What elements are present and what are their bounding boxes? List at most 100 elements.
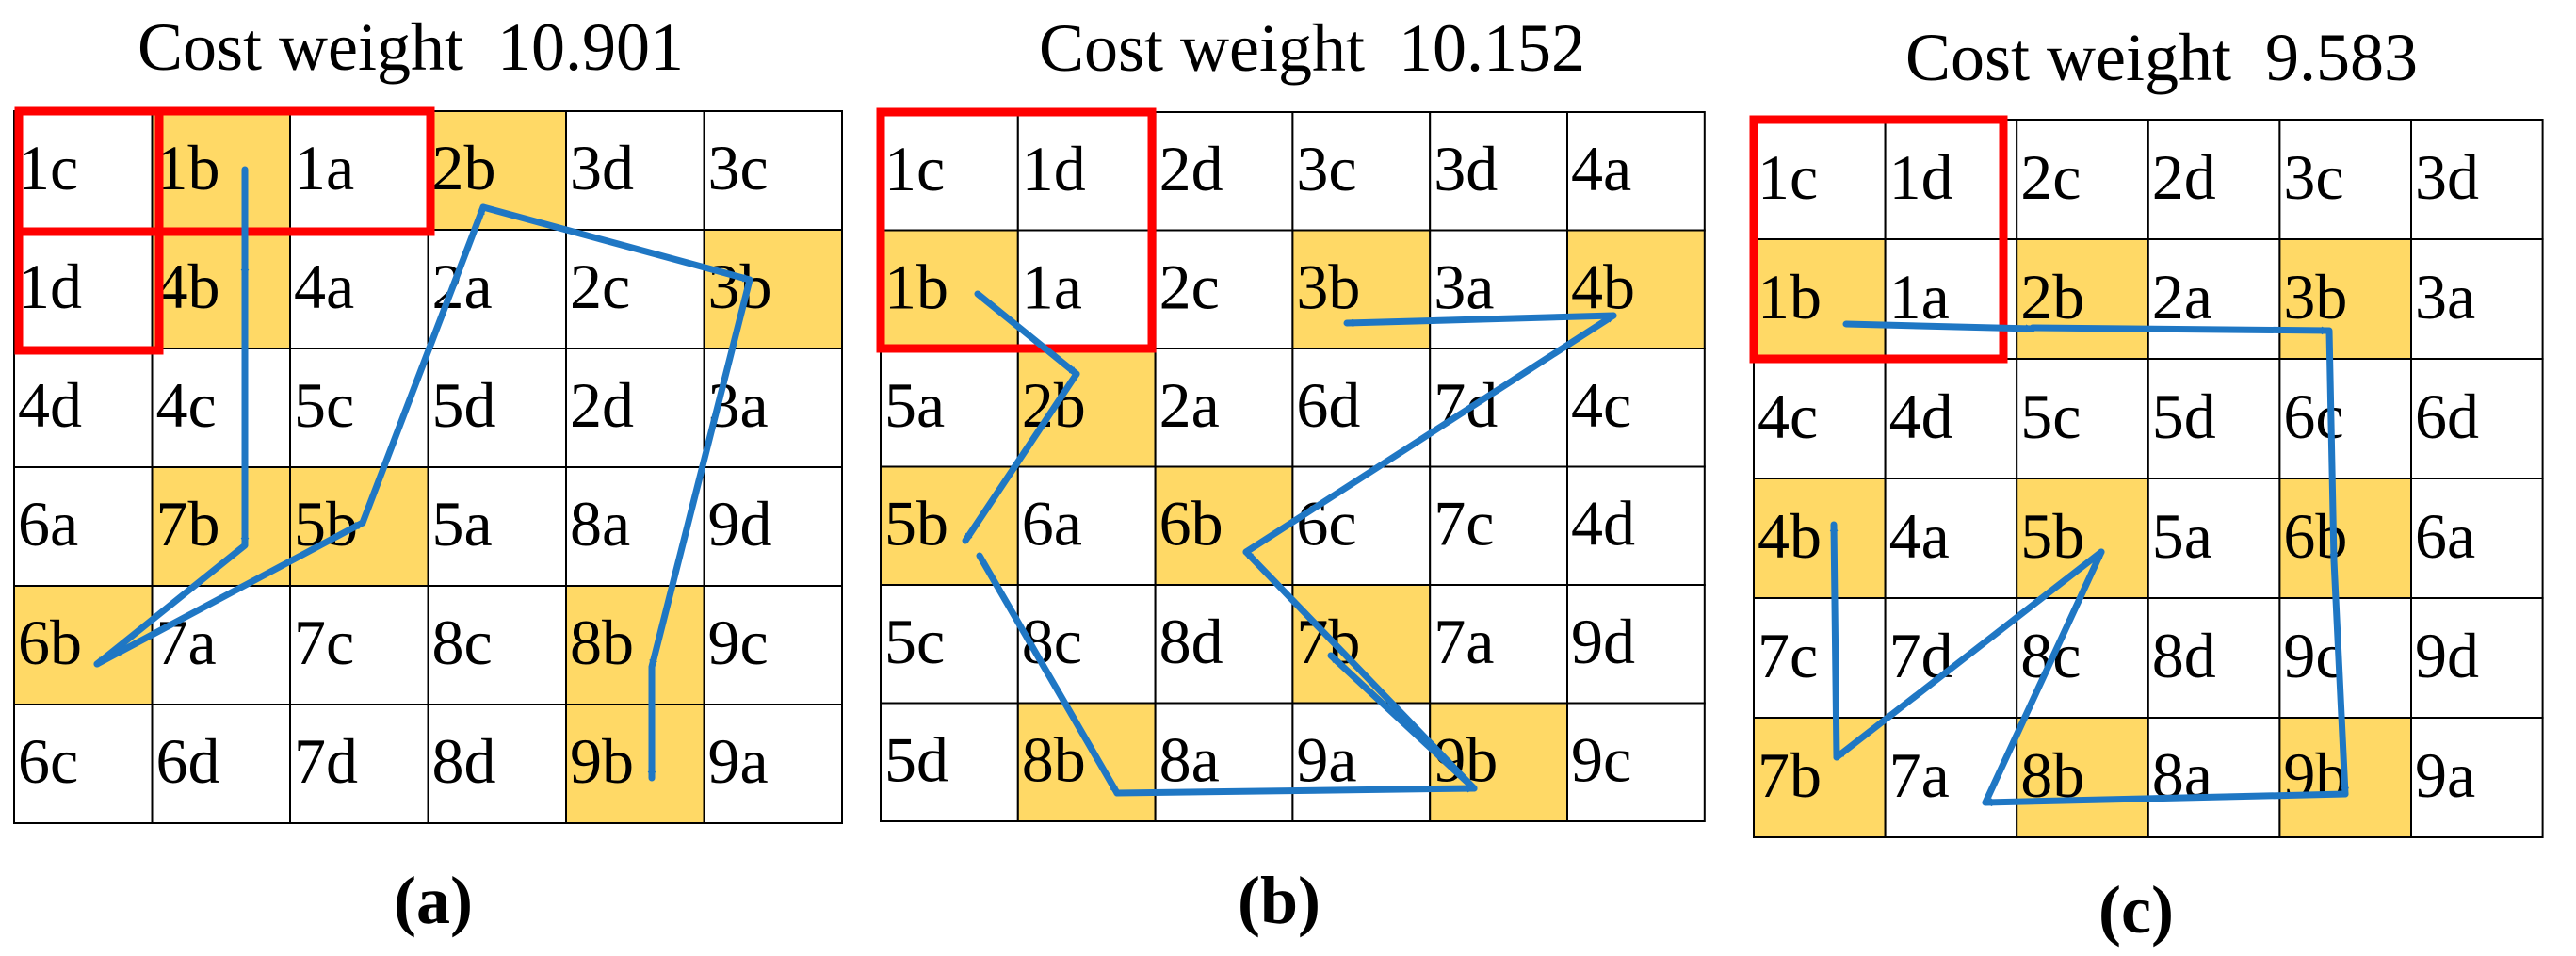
panel-c-cell-label: 5b	[2020, 500, 2084, 572]
panel-c-cell-label: 9c	[2283, 620, 2343, 691]
panel-a-cell-label: 7c	[294, 607, 354, 678]
panel-b-arrow	[1343, 312, 1617, 323]
panel-c-cell-label: 6c	[2283, 381, 2343, 452]
panel-c-cell	[2410, 597, 2544, 719]
panel-b-cell-label: 3b	[1296, 251, 1360, 322]
panel-c-cell-label: 4a	[1889, 500, 1950, 572]
panel-c-cell	[2147, 238, 2281, 360]
panel-a-arrow	[93, 542, 249, 668]
panel-b-cell-label: 6a	[1022, 487, 1082, 559]
panel-b-cell	[1566, 584, 1706, 705]
panel-c-arrow	[1833, 548, 2105, 761]
panel-b-cell	[1566, 348, 1706, 468]
panel-a-cell-label: 1b	[156, 132, 220, 203]
panel-c-arrow	[1842, 320, 2036, 329]
panel-a-cell	[151, 704, 291, 824]
panel-a-cell-label: 1d	[18, 251, 82, 322]
panel-b-cell-label: 5c	[884, 606, 945, 677]
panel-b-cell	[1291, 348, 1432, 468]
panel-b-region	[876, 107, 1157, 353]
panel-b-cell-label: 8d	[1159, 606, 1223, 677]
panel-a-caption: (a)	[394, 863, 473, 938]
panel-c-cell-label: 5a	[2152, 500, 2212, 572]
panel-b-cell-label: 9c	[1571, 723, 1631, 795]
panel-c-cell	[2147, 597, 2281, 719]
panel-c-cell-label: 1a	[1889, 261, 1950, 332]
panel-c-cell-label: 7b	[1758, 739, 1822, 811]
panel-c-cell-label: 2d	[2152, 141, 2216, 213]
panel-c-cell	[2410, 238, 2544, 360]
panel-c-cell	[2016, 597, 2149, 719]
panel-c-arrow	[2330, 557, 2345, 798]
panel-a-cell	[565, 466, 705, 587]
panel-c-cell-label: 1b	[1758, 261, 1822, 332]
panel-b-cell	[1016, 229, 1157, 349]
panel-a-cell-label: 2c	[570, 251, 630, 322]
panel-b-cell	[880, 465, 1019, 586]
panel-c-cell	[2147, 358, 2281, 479]
panel-c-cell	[2278, 119, 2412, 240]
panel-a-cell-label: 4a	[294, 251, 354, 322]
panel-b-cell-label: 4a	[1571, 133, 1631, 204]
panel-a-cell-label: 9a	[708, 725, 769, 797]
panel-b-cell-label: 3d	[1434, 133, 1498, 204]
panel-a-cell-label: 5c	[294, 369, 354, 441]
panel-c-cell-label: 4d	[1889, 381, 1953, 452]
panel-c-cell	[1884, 358, 2018, 479]
panel-c-cell	[2410, 717, 2544, 838]
panel-a-region-left	[14, 106, 164, 355]
panel-b-cell	[1429, 348, 1568, 468]
panel-b-cell-label: 1b	[884, 251, 948, 322]
panel-a-cell	[703, 704, 843, 824]
panel-b-cell-label: 3a	[1434, 251, 1494, 322]
panel-b-cell	[1154, 702, 1294, 822]
panel-c-cell	[1884, 478, 2018, 599]
panel-b-cell-label: 9d	[1571, 606, 1635, 677]
panel-c-cell	[1753, 478, 1887, 599]
panel-a-cell-label: 6b	[18, 607, 82, 678]
panel-c-cell-label: 5c	[2020, 381, 2081, 452]
panel-c-cell	[2147, 717, 2281, 838]
panel-a-arrow	[479, 203, 753, 284]
panel-b-cell-label: 7a	[1434, 606, 1494, 677]
panel-b: Cost weight 10.152 1c 1d 2d 3c 3d 4a 1b 1a 2c 3b 3…	[876, 10, 1706, 938]
panel-a-cell-label: 9c	[708, 607, 769, 678]
panel-a-cell	[13, 110, 154, 231]
panel-a-cell-label: 9d	[708, 488, 772, 559]
panel-c-cell-label: 2c	[2020, 141, 2081, 213]
panel-c-arrow	[1834, 521, 1840, 761]
panel-c-cell-label: 8d	[2152, 620, 2216, 691]
panel-b-cell	[880, 111, 1019, 232]
panel-c-cell	[1884, 597, 2018, 719]
panel-b-cell-label: 4b	[1571, 251, 1635, 322]
panel-a-cell-label: 6c	[18, 725, 78, 797]
panel-a-cell	[151, 348, 291, 468]
panel-b-cell-label: 5a	[884, 369, 945, 441]
panel-c-cell-label: 3b	[2283, 261, 2347, 332]
panel-b-cell-label: 1d	[1022, 133, 1086, 204]
panel-b-cell	[880, 702, 1019, 822]
panel-b-cell	[1291, 229, 1432, 349]
panel-a-cell	[565, 348, 705, 468]
panel-a-cell	[151, 229, 291, 349]
panel-c-caption: (c)	[2098, 872, 2174, 948]
panel-a-cell-label: 1a	[294, 132, 354, 203]
panel-b-arrow	[962, 370, 1080, 544]
panel-c-cell-label: 7c	[1758, 620, 1818, 691]
panel-c-cell	[2278, 597, 2412, 719]
panel-c-cell-label: 9b	[2283, 739, 2347, 811]
panel-b-caption: (b)	[1238, 863, 1320, 938]
panel-b-cell-label: 3c	[1296, 133, 1356, 204]
panel-c-arrow	[1982, 548, 2105, 806]
panel-c-arrow	[2325, 327, 2334, 564]
panel-a-cell-label: 3d	[570, 132, 634, 203]
panel-a-cell-label: 5d	[432, 369, 496, 441]
panel-b-cell-label: 8b	[1022, 723, 1086, 795]
panel-a-cell-label: 2b	[432, 132, 496, 203]
panel-c-arrow	[2029, 324, 2332, 331]
panel-c-cell-label: 2b	[2020, 261, 2084, 332]
panel-a-cell-label: 8c	[432, 607, 493, 678]
panel-a-cell	[289, 585, 429, 705]
panel-c-cell-label: 6a	[2415, 500, 2475, 572]
